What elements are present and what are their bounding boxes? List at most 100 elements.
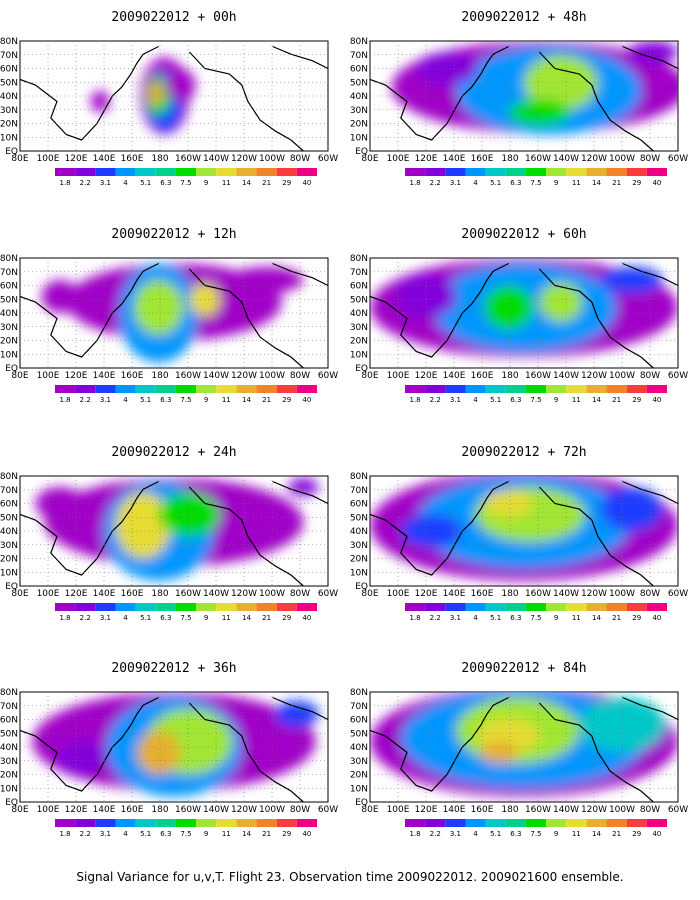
coastline: [370, 45, 678, 151]
colorbar-swatch: [75, 603, 96, 611]
variance-field: [20, 692, 328, 802]
y-tick-label: 30N: [0, 541, 18, 551]
colorbar-label: 14: [592, 614, 601, 622]
variance-field: [370, 41, 678, 151]
colorbar-swatch: [586, 168, 607, 176]
y-tick-label: 10N: [0, 350, 18, 360]
variance-contour: [275, 700, 319, 728]
colorbar-swatch: [296, 819, 317, 827]
colorbar-swatch: [296, 603, 317, 611]
colorbar: 1.8 2.2 3.1 4 5.1 6.3 7.5 9 11 14 21 29 40: [55, 819, 317, 838]
x-tick-label: 60W: [318, 371, 338, 381]
colorbar-swatch: [256, 385, 277, 393]
x-tick-label: 60W: [668, 805, 688, 815]
colorbar-swatch: [546, 385, 567, 393]
x-tick-label: 120W: [581, 371, 607, 381]
colorbar-swatch: [626, 385, 647, 393]
y-tick-label: 60N: [0, 282, 18, 292]
x-tick-label: 180: [151, 805, 168, 815]
y-tick-label: 40N: [0, 527, 18, 537]
x-tick-label: 80E: [361, 371, 378, 381]
colorbar-label: 6.3: [510, 614, 521, 622]
colorbar-label: 1.8: [410, 614, 421, 622]
x-tick-label: 180: [151, 154, 168, 164]
colorbar-label: 11: [222, 396, 231, 404]
colorbar-label: 7.5: [180, 614, 191, 622]
colorbar-label: 21: [262, 179, 271, 187]
panel-title: 2009022012 + 12h: [111, 227, 236, 242]
colorbar-label: 7.5: [180, 396, 191, 404]
colorbar-label: 29: [282, 396, 291, 404]
colorbar-swatch: [626, 168, 647, 176]
colorbar-label: 40: [652, 830, 661, 838]
colorbar-label: 4: [123, 396, 128, 404]
colorbar-swatch: [525, 385, 547, 393]
colorbar-label: 29: [282, 179, 291, 187]
y-tick-label: 70N: [350, 702, 368, 712]
variance-contour: [394, 274, 457, 319]
x-tick-label: 100E: [387, 805, 410, 815]
y-tick-label: 60N: [0, 500, 18, 510]
y-tick-label: 20N: [0, 337, 18, 347]
colorbar-swatch: [95, 385, 116, 393]
y-tick-label: 80N: [350, 472, 368, 482]
colorbar-label: 14: [592, 179, 601, 187]
variance-contour: [90, 90, 110, 113]
colorbar-label: 7.5: [180, 830, 191, 838]
colorbar-swatch: [405, 819, 426, 827]
y-tick-label: 30N: [0, 757, 18, 767]
variance-contour: [158, 492, 221, 537]
colorbar-swatch: [485, 168, 506, 176]
y-tick-label: 80N: [350, 254, 368, 264]
colorbar-swatch: [236, 819, 257, 827]
colorbar-label: 1.8: [60, 614, 71, 622]
y-tick-label: 30N: [350, 106, 368, 116]
colorbar-swatch: [405, 168, 426, 176]
x-tick-label: 160E: [471, 154, 494, 164]
colorbar-label: 6.3: [510, 179, 521, 187]
y-tick-label: 30N: [0, 323, 18, 333]
colorbar-label: 1.8: [410, 396, 421, 404]
colorbar-swatch: [175, 385, 197, 393]
x-tick-label: 100E: [37, 589, 60, 599]
colorbar-swatch: [175, 603, 197, 611]
y-tick-label: 50N: [350, 513, 368, 523]
colorbar-swatch: [465, 385, 486, 393]
colorbar-swatch: [155, 603, 176, 611]
panel-48h: 2009022012 + 48h 80E 100E 120E 140E 160E 180 16…: [350, 10, 688, 187]
colorbar-swatch: [445, 168, 466, 176]
y-tick-label: 40N: [0, 309, 18, 319]
y-tick-label: EQ: [5, 798, 18, 808]
x-tick-label: 140E: [443, 589, 466, 599]
variance-field: [20, 476, 328, 586]
colorbar: 1.8 2.2 3.1 4 5.1 6.3 7.5 9 11 14 21 29 40: [405, 603, 667, 622]
panel-title: 2009022012 + 48h: [461, 10, 586, 25]
x-tick-label: 120E: [415, 805, 438, 815]
colorbar-label: 7.5: [180, 179, 191, 187]
y-tick-label: 10N: [0, 133, 18, 143]
x-tick-label: 100E: [37, 805, 60, 815]
y-tick-label: 70N: [350, 486, 368, 496]
x-tick-label: 80E: [361, 589, 378, 599]
x-tick-label: 60W: [318, 589, 338, 599]
x-tick-label: 120W: [581, 805, 607, 815]
variance-contour: [133, 280, 184, 335]
x-tick-label: 160E: [471, 805, 494, 815]
x-tick-label: 140W: [553, 805, 579, 815]
coastline: [370, 480, 678, 586]
x-tick-label: 60W: [668, 154, 688, 164]
colorbar-swatch: [505, 385, 526, 393]
colorbar-label: 4: [123, 614, 128, 622]
x-tick-label: 60W: [668, 371, 688, 381]
coastline: [20, 696, 328, 802]
x-tick-label: 80W: [640, 589, 660, 599]
variance-field: [20, 41, 328, 151]
y-tick-label: 20N: [0, 555, 18, 565]
colorbar-label: 5.1: [140, 614, 151, 622]
variance-contour: [628, 41, 678, 63]
y-tick-label: 20N: [0, 771, 18, 781]
variance-contour: [41, 280, 79, 313]
y-tick-label: 50N: [0, 729, 18, 739]
colorbar-swatch: [425, 819, 446, 827]
colorbar-label: 21: [612, 830, 621, 838]
